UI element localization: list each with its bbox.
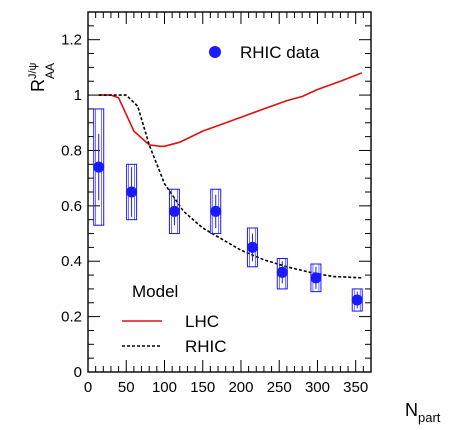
legend-marker-rhic-data — [209, 46, 221, 58]
x-axis-title-sub: part — [418, 410, 441, 425]
data-point — [351, 294, 363, 306]
x-tick-label: 100 — [152, 379, 177, 396]
data-point — [246, 241, 258, 253]
data-point — [126, 186, 138, 198]
y-axis-title-main: R — [28, 79, 48, 92]
y-tick-label: 0 — [74, 364, 82, 381]
y-tick-label: 1.2 — [61, 32, 82, 49]
y-tick-label: 0.6 — [61, 198, 82, 215]
x-axis-title: Npart — [405, 400, 441, 425]
svg-text:AA: AA — [43, 63, 57, 79]
data-points — [93, 108, 363, 312]
data-point — [210, 205, 222, 217]
data-point — [168, 205, 180, 217]
y-tick-label: 0.8 — [61, 142, 82, 159]
x-axis-ticks: 0 50 100 150 200 250 300 350 — [84, 12, 372, 396]
model-curves — [98, 72, 363, 279]
x-tick-label: 350 — [343, 379, 368, 396]
y-axis-title: R AA J/ψ — [27, 62, 57, 92]
legend-label-lhc: LHC — [185, 312, 219, 331]
model-legend-title: Model — [132, 282, 178, 301]
legend-label-rhic: RHIC — [185, 337, 227, 356]
svg-text:R: R — [28, 79, 48, 92]
x-tick-label: 50 — [118, 379, 135, 396]
svg-text:J/ψ: J/ψ — [27, 62, 39, 79]
legend-label-rhic-data: RHIC data — [240, 43, 320, 62]
y-tick-label: 1 — [74, 87, 82, 104]
x-tick-label: 250 — [267, 379, 292, 396]
data-point — [93, 161, 105, 173]
y-tick-label: 0.4 — [61, 253, 82, 270]
x-tick-label: 300 — [305, 379, 330, 396]
x-tick-label: 150 — [190, 379, 215, 396]
x-tick-label: 200 — [228, 379, 253, 396]
y-tick-label: 0.2 — [61, 309, 82, 326]
y-axis-ticks: 0 0.2 0.4 0.6 0.8 1 1.2 — [61, 11, 371, 381]
data-point — [276, 266, 288, 278]
x-tick-label: 0 — [84, 379, 92, 396]
data-point — [310, 272, 322, 284]
x-axis-title-main: N — [405, 400, 418, 420]
curve-rhic — [98, 94, 362, 279]
curve-lhc — [98, 72, 363, 148]
y-axis-title-sup: J/ψ — [27, 62, 39, 79]
y-axis-title-sub: AA — [43, 63, 57, 79]
